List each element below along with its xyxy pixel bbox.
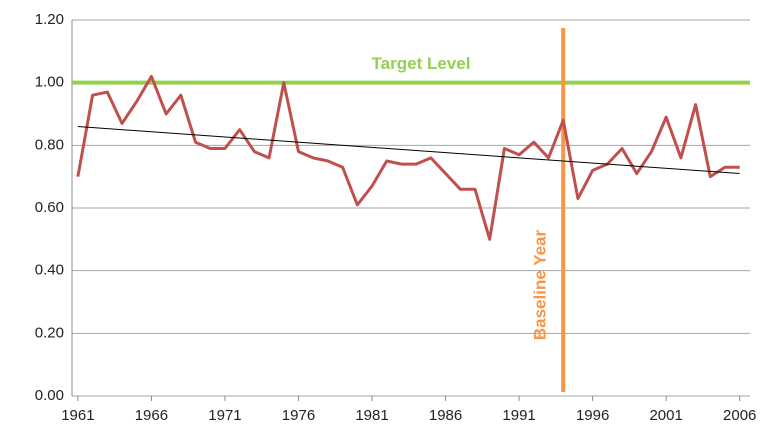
x-tick-label: 1976 <box>282 407 315 424</box>
y-tick-label: 0.20 <box>35 324 64 341</box>
x-tick-label: 1961 <box>61 407 94 424</box>
x-tick-label: 2001 <box>649 407 682 424</box>
trend-line <box>77 126 740 175</box>
x-tick-label: 1981 <box>355 407 388 424</box>
y-tick-label: 1.20 <box>35 11 64 28</box>
x-tick-label: 1991 <box>502 407 535 424</box>
x-tick-label: 1966 <box>135 407 168 424</box>
x-tick-label: 1971 <box>208 407 241 424</box>
x-tick-label: 2006 <box>723 407 756 424</box>
x-tick-label: 1996 <box>576 407 609 424</box>
y-tick-label: 0.40 <box>35 262 64 279</box>
x-tick-label: 1986 <box>429 407 462 424</box>
y-tick-label: 0.00 <box>35 387 64 404</box>
baseline-label: Baseline Year <box>531 229 550 340</box>
data-line <box>76 74 740 241</box>
y-tick-label: 1.00 <box>35 74 64 91</box>
y-tick-label: 0.80 <box>35 136 64 153</box>
y-tick-label: 0.60 <box>35 199 64 216</box>
target-label: Target Level <box>372 54 471 73</box>
